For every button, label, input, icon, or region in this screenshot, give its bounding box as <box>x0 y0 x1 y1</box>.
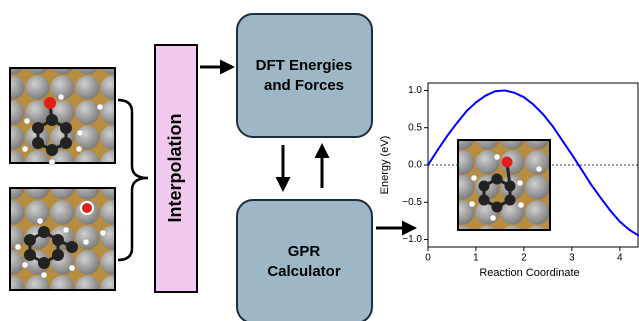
box-label: Interpolation <box>165 114 185 223</box>
interpolation-box: Interpolation <box>155 45 197 292</box>
box-label: GPR <box>288 243 321 260</box>
dft-box: DFT Energies and Forces <box>237 14 372 137</box>
box-label: and Forces <box>264 77 344 94</box>
y-tick-label: 1.0 <box>408 85 422 96</box>
x-tick-label: 4 <box>617 253 623 264</box>
figure: Interpolation DFT Energies and Forces GP… <box>0 0 639 321</box>
box-label: Calculator <box>267 263 341 280</box>
box-label: DFT Energies <box>256 57 353 74</box>
y-tick-label: 0.0 <box>408 160 422 171</box>
molecule-image <box>10 188 115 290</box>
y-tick-label: −1.0 <box>402 234 422 245</box>
y-tick-label: 0.5 <box>408 122 422 133</box>
molecule-image <box>458 140 550 230</box>
molecule-image <box>10 68 115 165</box>
x-tick-label: 2 <box>521 253 527 264</box>
x-axis-label: Reaction Coordinate <box>479 267 579 279</box>
x-tick-label: 0 <box>425 253 431 264</box>
x-tick-label: 3 <box>569 253 575 264</box>
y-axis-label: Energy (eV) <box>379 136 391 195</box>
x-tick-label: 1 <box>473 253 479 264</box>
y-tick-label: −0.5 <box>402 197 422 208</box>
gpr-box: GPR Calculator <box>237 200 372 321</box>
